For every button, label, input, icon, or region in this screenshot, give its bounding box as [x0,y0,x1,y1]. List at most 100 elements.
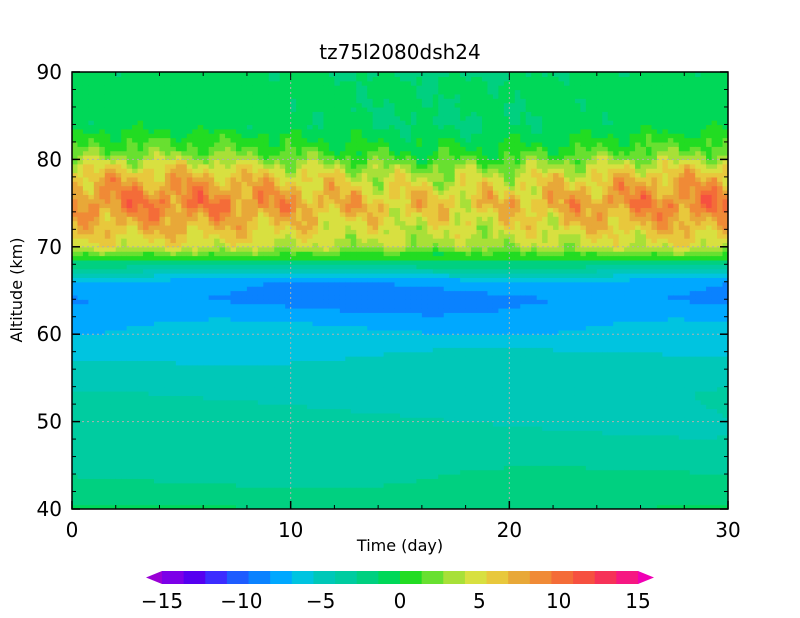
contour-cell [99,421,106,427]
contour-cell [159,185,166,191]
contour-cell [257,155,264,160]
contour-cell [339,89,346,95]
contour-cell [318,233,325,239]
contour-cell [246,408,253,414]
contour-cell [219,474,226,480]
contour-cell [148,163,155,169]
contour-cell [274,137,281,143]
contour-cell [334,377,341,383]
contour-cell [323,321,330,327]
contour-cell [148,141,155,147]
contour-cell [164,111,171,117]
contour-cell [230,137,237,143]
contour-cell [296,290,303,296]
contour-cell [164,194,171,200]
contour-cell [197,321,204,327]
contour-cell [263,233,270,239]
contour-cell [82,220,89,226]
contour-cell [132,290,139,296]
contour-cell [236,434,243,440]
contour-cell [274,273,281,278]
contour-cell [148,307,155,313]
contour-cell [104,185,111,191]
contour-cell [126,80,133,86]
contour-cell [77,264,84,270]
contour-cell [186,185,193,191]
contour-cell [301,364,308,370]
contour-cell [126,255,133,261]
contour-cell [148,430,155,436]
contour-cell [241,487,248,493]
contour-cell [197,264,204,270]
contour-cell [72,80,79,86]
contour-cell [132,281,139,287]
contour-cell [323,93,330,99]
contour-cell [137,303,144,309]
contour-cell [181,434,188,440]
contour-cell [225,307,232,313]
contour-cell [186,268,193,274]
contour-cell [257,246,264,252]
contour-cell [110,325,117,331]
contour-cell [296,211,303,217]
contour-cell [121,439,128,445]
contour-cell [312,281,319,287]
contour-cell [203,281,210,287]
contour-cell [323,198,330,204]
contour-cell [164,469,171,475]
contour-cell [263,425,270,431]
contour-cell [252,434,259,440]
contour-cell [164,395,171,401]
contour-cell [334,124,341,130]
contour-cell [159,176,166,182]
contour-cell [137,150,144,156]
contour-cell [132,168,139,174]
contour-cell [318,369,325,375]
contour-cell [143,312,150,318]
contour-cell [219,181,226,187]
contour-cell [126,456,133,462]
contour-cell [88,316,95,322]
contour-cell [143,303,150,309]
contour-cell [241,395,248,401]
contour-cell [203,290,210,296]
contour-cell [285,487,292,493]
contour-cell [246,163,253,169]
contour-cell [301,155,308,160]
contour-cell [296,425,303,431]
contour-cell [143,334,150,340]
contour-cell [208,465,215,471]
contour-cell [296,198,303,204]
contour-cell [88,255,95,261]
contour-cell [137,216,144,222]
contour-cell [104,325,111,331]
contour-cell [137,163,144,169]
contour-cell [301,434,308,440]
contour-cell [268,478,275,484]
contour-cell [230,229,237,235]
contour-cell [246,395,253,401]
contour-cell [301,141,308,147]
contour-cell [159,233,166,239]
contour-cell [328,137,335,143]
contour-cell [159,224,166,230]
contour-cell [208,325,215,331]
contour-cell [257,456,264,462]
contour-cell [192,290,199,296]
contour-cell [72,321,79,327]
contour-cell [263,334,270,340]
contour-cell [290,495,297,501]
contour-cell [132,93,139,99]
contour-cell [186,220,193,226]
contour-cell [126,474,133,480]
contour-cell [170,128,177,134]
contour-cell [159,434,166,440]
contour-cell [148,72,155,77]
contour-cell [164,373,171,379]
contour-cell [126,176,133,182]
contour-cell [164,133,171,139]
contour-cell [246,474,253,480]
contour-cell [186,102,193,108]
contour-cell [268,268,275,274]
contour-cell [274,176,281,182]
